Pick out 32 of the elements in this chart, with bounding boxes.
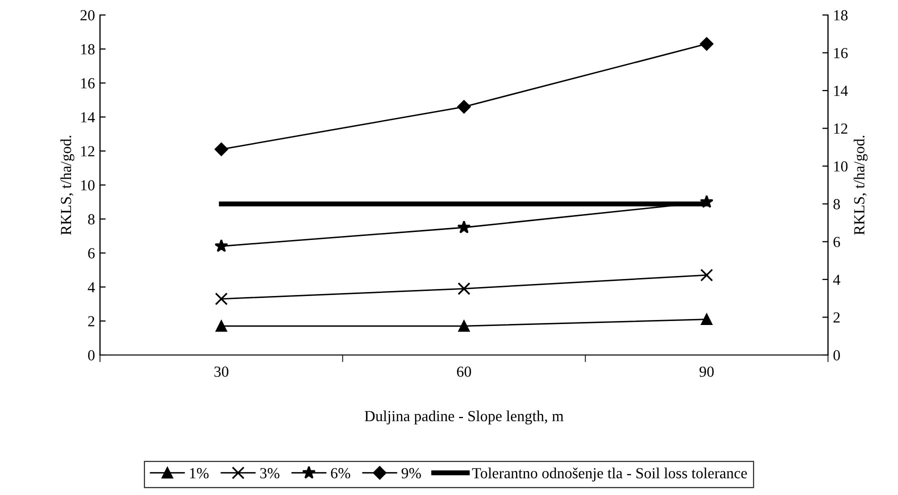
- y2-tick-label: 14: [834, 86, 848, 96]
- y2-tick-label: 10: [834, 161, 848, 172]
- y2-tick-label: 16: [834, 48, 848, 58]
- y-tick-label: 6: [88, 248, 95, 258]
- y2-tick-label: 12: [834, 124, 848, 134]
- y-tick-label: 2: [88, 316, 94, 326]
- y-tick-label: 18: [81, 44, 95, 54]
- y-tick-label: 20: [80, 10, 95, 20]
- x-tick-label: 60: [457, 366, 472, 377]
- y-tick-label: 14: [81, 112, 95, 122]
- legend-label: 1%: [190, 468, 209, 478]
- y2-tick-label: 2: [834, 312, 840, 323]
- y2-axis-title: RKLS, t/ha/god.: [854, 136, 868, 235]
- y2-tick-label: 8: [833, 199, 840, 210]
- x-tick-label: 30: [214, 366, 228, 377]
- y-tick-label: 0: [88, 350, 95, 360]
- y-tick-label: 4: [88, 282, 95, 292]
- x-axis-title: Duljina padine - Slope length, m: [364, 410, 564, 424]
- y-tick-label: 8: [88, 214, 95, 224]
- legend-label: 9%: [402, 468, 421, 478]
- legend-label: 3%: [260, 468, 280, 478]
- legend-label: 6%: [330, 468, 350, 478]
- y-tick-label: 10: [81, 180, 95, 190]
- y2-tick-label: 4: [833, 274, 840, 285]
- y2-tick-label: 0: [833, 350, 840, 360]
- y-tick-label: 12: [81, 146, 94, 156]
- legend-label: Tolerantno odnošenje tla - Soil loss tolerance: [472, 468, 747, 482]
- y2-tick-label: 6: [834, 236, 840, 248]
- y-tick-label: 16: [81, 78, 95, 88]
- y2-tick-label: 18: [834, 10, 848, 20]
- x-tick-label: 90: [700, 366, 714, 377]
- y-axis-title: RKLS, t/ha/god.: [60, 136, 74, 235]
